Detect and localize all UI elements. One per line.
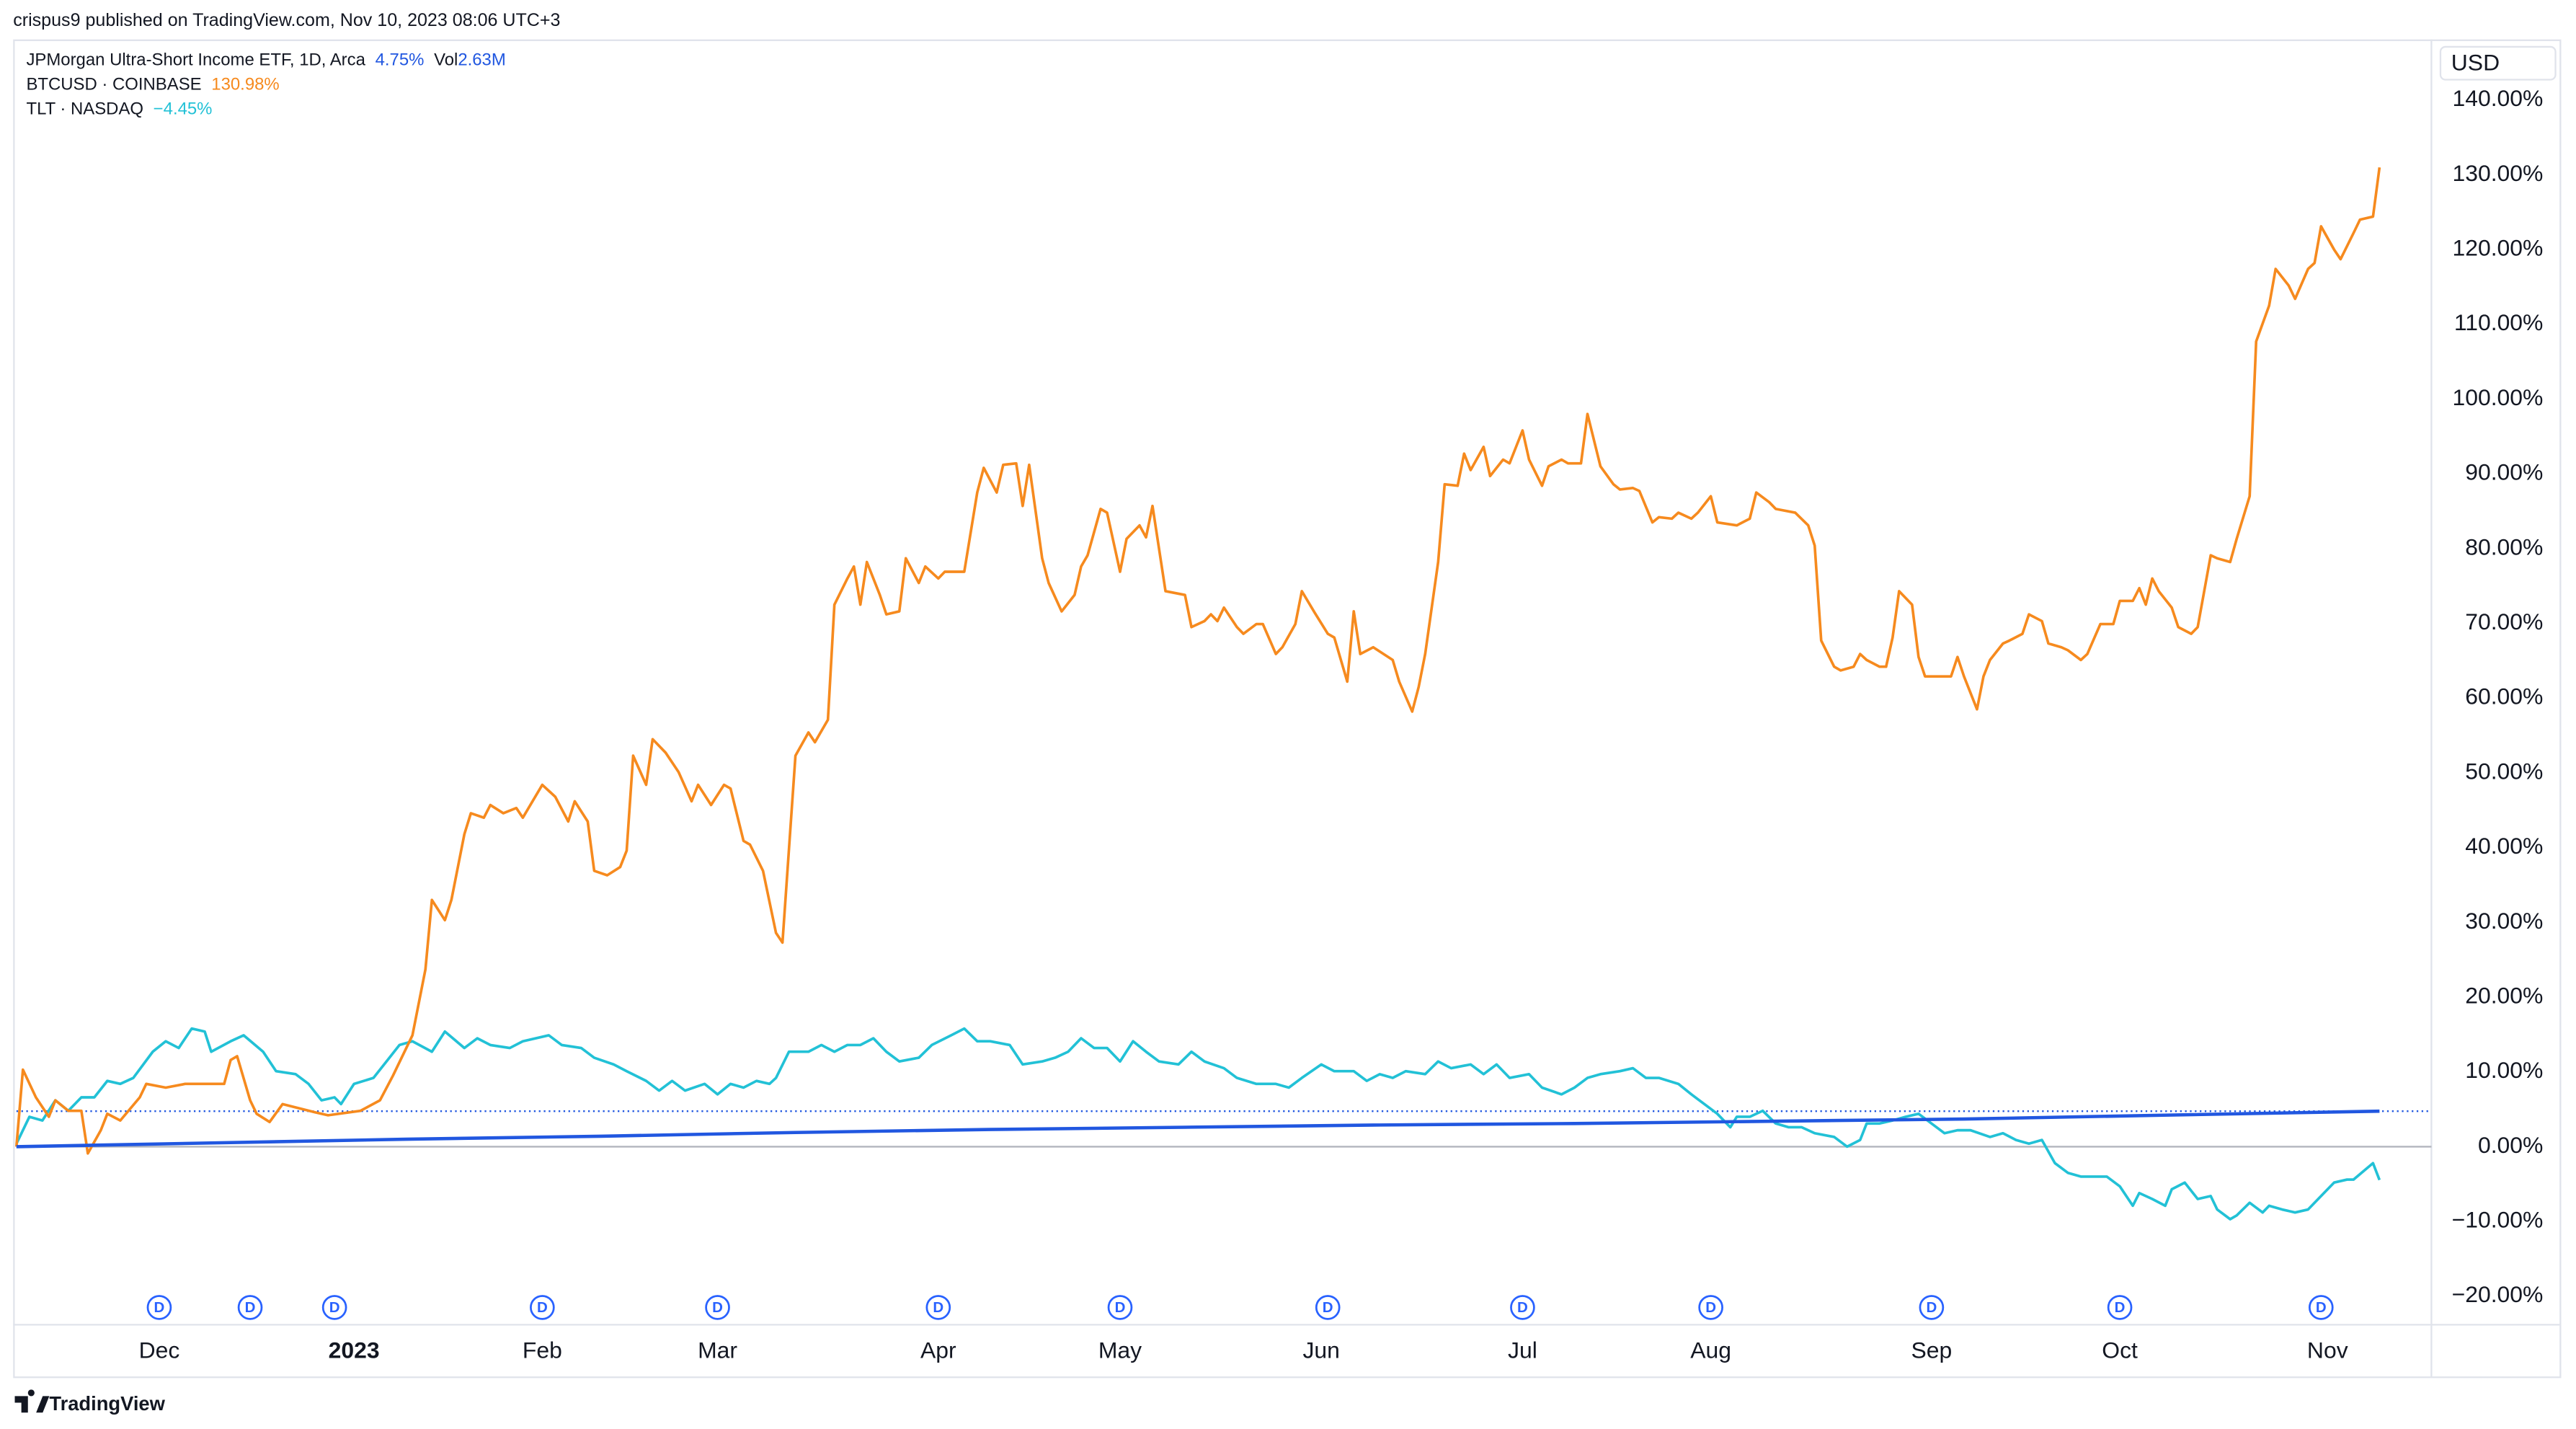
x-tick-label: Dec: [139, 1337, 180, 1363]
dividend-marker[interactable]: D: [146, 1295, 172, 1320]
dividend-label: D: [712, 1299, 723, 1316]
dividend-label: D: [245, 1299, 256, 1316]
legend-value: −4.45%: [154, 99, 213, 119]
dividend-circle: [321, 1295, 347, 1320]
dividend-circle: [146, 1295, 172, 1320]
legend-name: BTCUSD · COINBASE: [26, 75, 201, 94]
dividend-marker[interactable]: D: [321, 1295, 347, 1320]
x-tick-label: 2023: [329, 1337, 380, 1363]
legend-value: 130.98%: [211, 75, 279, 94]
x-tick-label: Feb: [523, 1337, 562, 1363]
y-tick-label: −20.00%: [2452, 1281, 2544, 1307]
x-tick-label: Oct: [2102, 1337, 2138, 1363]
volume-value: 2.63M: [458, 50, 505, 70]
dividend-circle: [1919, 1295, 1945, 1320]
dividend-label: D: [1705, 1299, 1716, 1316]
dividend-label: D: [1517, 1299, 1528, 1316]
dividend-circle: [1315, 1295, 1341, 1320]
legend-entry: JPMorgan Ultra-Short Income ETF, 1D, Arc…: [26, 50, 505, 70]
dividend-marker[interactable]: D: [1698, 1295, 1723, 1320]
currency-box[interactable]: [2439, 45, 2557, 81]
dividend-label: D: [933, 1299, 943, 1316]
currency: USD: [2451, 49, 2500, 75]
y-tick-label: 60.00%: [2465, 683, 2543, 709]
legend-entry: BTCUSD · COINBASE 130.98%: [26, 75, 279, 94]
logo-icon: [14, 1389, 50, 1413]
legend: JPMorgan Ultra-Short Income ETF, 1D, Arc…: [26, 50, 505, 119]
dividend-label: D: [537, 1299, 548, 1316]
y-tick-label: 90.00%: [2465, 459, 2543, 485]
dividend-circle: [705, 1295, 730, 1320]
dividend-circle: [1107, 1295, 1133, 1320]
dividend-label: D: [2115, 1299, 2126, 1316]
dividend-marker[interactable]: D: [925, 1295, 951, 1320]
legend-value: 4.75%: [376, 50, 425, 70]
dividend-label: D: [329, 1299, 340, 1316]
y-tick-label: 130.00%: [2452, 160, 2543, 186]
y-tick-label: 140.00%: [2452, 85, 2543, 111]
x-tick-label: Nov: [2307, 1337, 2348, 1363]
x-tick-label: Apr: [920, 1337, 956, 1363]
x-tick-label: Aug: [1690, 1337, 1731, 1363]
y-tick-label: 100.00%: [2452, 384, 2543, 410]
y-tick-label: 50.00%: [2465, 758, 2543, 784]
dividend-circle: [237, 1295, 263, 1320]
dividend-marker[interactable]: D: [530, 1295, 555, 1320]
dividend-marker[interactable]: D: [2107, 1295, 2133, 1320]
dividend-marker[interactable]: D: [1919, 1295, 1945, 1320]
dividend-circle: [530, 1295, 555, 1320]
x-tick-label: May: [1098, 1337, 1142, 1363]
y-tick-label: −10.00%: [2452, 1207, 2544, 1233]
y-tick-label: 40.00%: [2465, 833, 2543, 859]
dividend-label: D: [154, 1299, 165, 1316]
y-tick-label: 0.00%: [2478, 1132, 2543, 1158]
series-line: [16, 1109, 2380, 1149]
dividend-marker[interactable]: D: [705, 1295, 730, 1320]
series-line: [15, 1027, 2381, 1221]
dividend-circle: [1510, 1295, 1535, 1320]
y-tick-label: 120.00%: [2452, 234, 2543, 260]
header: crispus9 published on TradingView.com, N…: [13, 10, 560, 30]
dividend-marker[interactable]: D: [1315, 1295, 1341, 1320]
plot: [14, 167, 2432, 1221]
y-tick-label: 10.00%: [2465, 1057, 2543, 1083]
dividend-marker[interactable]: D: [237, 1295, 263, 1320]
dividend-label: D: [1323, 1299, 1333, 1316]
legend-name: TLT · NASDAQ: [26, 99, 143, 119]
dividend-circle: [1698, 1295, 1723, 1320]
y-tick-label: 30.00%: [2465, 908, 2543, 934]
dividend-marker[interactable]: D: [1510, 1295, 1535, 1320]
y-tick-label: 80.00%: [2465, 534, 2543, 559]
x-tick-label: Sep: [1911, 1337, 1952, 1363]
x-tick-label: Jun: [1302, 1337, 1339, 1363]
chart-frame: [13, 39, 2562, 1379]
dividend-circle: [925, 1295, 951, 1320]
footer: TradingView: [49, 1392, 165, 1415]
dividend-marker[interactable]: D: [1107, 1295, 1133, 1320]
y-tick-label: 20.00%: [2465, 982, 2543, 1008]
logo: TradingView: [14, 1389, 166, 1415]
dividend-label: D: [2316, 1299, 2327, 1316]
y-tick-label: 70.00%: [2465, 609, 2543, 634]
x-tick-label: Jul: [1508, 1337, 1537, 1363]
y-tick-label: 110.00%: [2454, 309, 2544, 335]
legend-name: JPMorgan Ultra-Short Income ETF, 1D, Arc…: [26, 50, 365, 70]
series-line: [14, 167, 2381, 1155]
dividend-circle: [2308, 1295, 2334, 1320]
dividend-marker[interactable]: D: [2308, 1295, 2334, 1320]
legend-entry: TLT · NASDAQ −4.45%: [26, 99, 212, 119]
dividend-label: D: [1115, 1299, 1126, 1316]
x-tick-label: Mar: [698, 1337, 737, 1363]
dividend-circle: [2107, 1295, 2133, 1320]
dividend-label: D: [1926, 1299, 1937, 1316]
volume-label: Vol: [434, 50, 458, 70]
